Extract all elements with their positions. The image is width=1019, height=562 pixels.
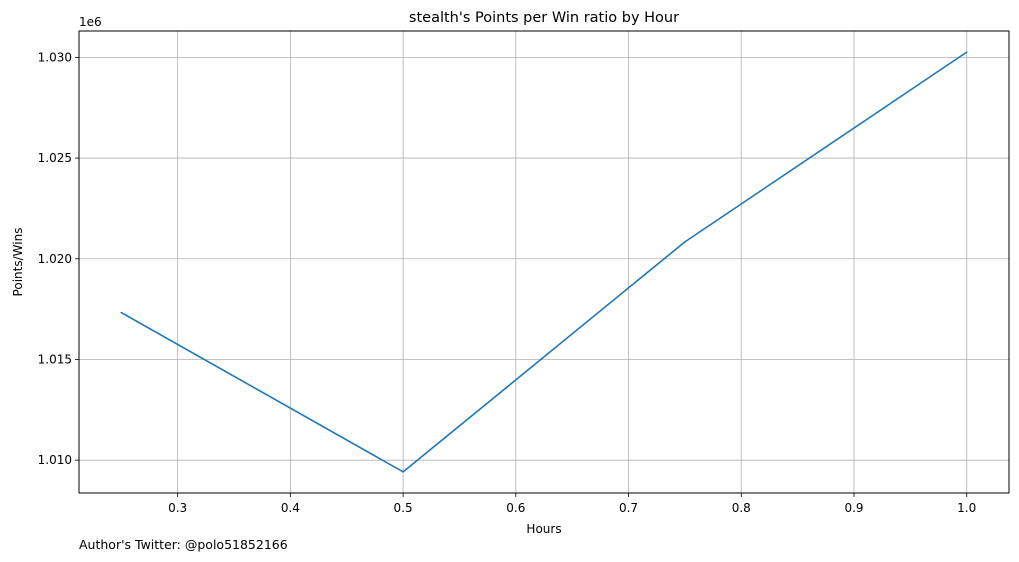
plot-data — [120, 51, 968, 473]
data-point — [120, 311, 123, 314]
y-tick-label: 1.020 — [38, 252, 72, 266]
series-line — [120, 51, 968, 473]
y-tick-label: 1.015 — [38, 352, 72, 366]
x-tick-label: 1.0 — [957, 501, 976, 515]
plot-frame — [78, 30, 1010, 494]
y-tick-label: 1.030 — [38, 50, 72, 64]
x-tick-label: 0.4 — [281, 501, 300, 515]
y-tick-label: 1.010 — [38, 453, 72, 467]
data-point — [684, 241, 686, 243]
y-axis-label: Points/Wins — [11, 228, 25, 297]
grid-lines — [79, 31, 1009, 493]
x-tick-label: 0.9 — [844, 501, 863, 515]
x-tick-label: 0.6 — [506, 501, 525, 515]
y-tick-label: 1.025 — [38, 151, 72, 165]
x-tick-label: 0.3 — [168, 501, 187, 515]
data-point — [402, 471, 404, 473]
chart-title: stealth's Points per Win ratio by Hour — [409, 10, 679, 26]
x-tick-label: 0.8 — [732, 501, 751, 515]
data-point — [965, 51, 968, 53]
x-tick-label: 0.7 — [619, 501, 638, 515]
author-twitter-note: Author's Twitter: @polo51852166 — [79, 537, 288, 552]
x-tick-label: 0.5 — [394, 501, 413, 515]
x-axis-label: Hours — [526, 522, 561, 536]
y-axis-offset-label: 1e6 — [79, 15, 102, 29]
axis-ticks: 0.3 0.4 0.5 0.6 0.7 0.8 0.9 1.0 1.010 1.015 1.020 1… — [38, 50, 977, 515]
